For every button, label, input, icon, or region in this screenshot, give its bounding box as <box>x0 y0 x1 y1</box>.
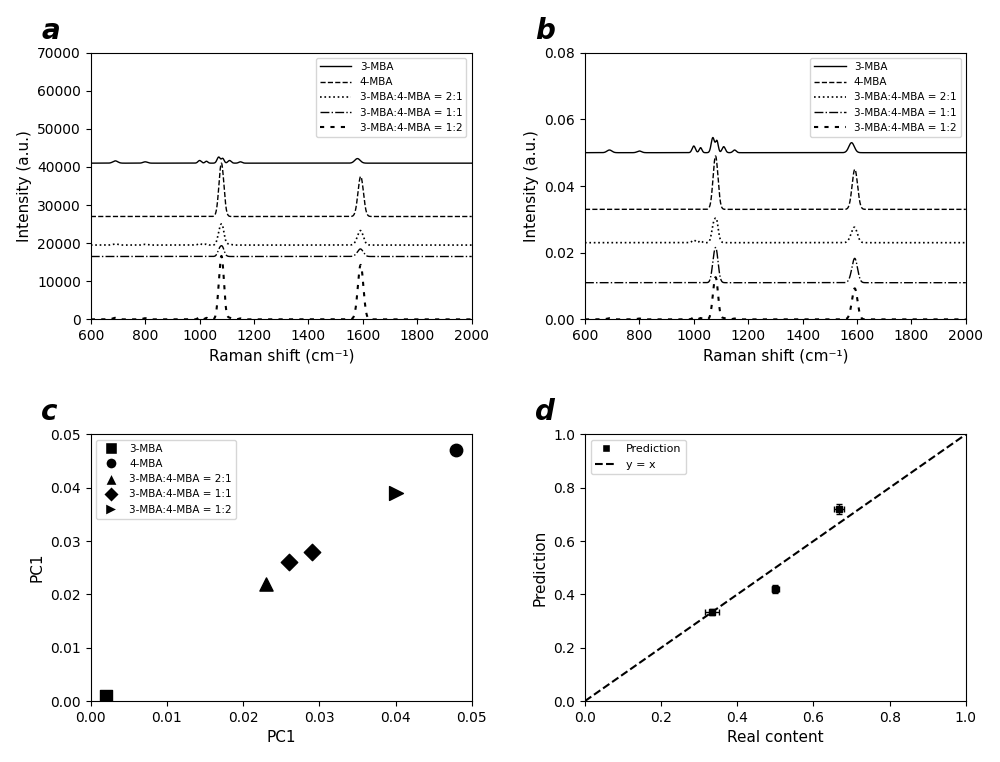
Point <box>281 556 297 568</box>
Text: c: c <box>41 399 58 427</box>
Y-axis label: Intensity (a.u.): Intensity (a.u.) <box>17 130 32 242</box>
Y-axis label: Intensity (a.u.): Intensity (a.u.) <box>524 130 539 242</box>
Point <box>258 578 274 590</box>
Legend: 3-MBA, 4-MBA, 3-MBA:4-MBA = 2:1, 3-MBA:4-MBA = 1:1, 3-MBA:4-MBA = 1:2: 3-MBA, 4-MBA, 3-MBA:4-MBA = 2:1, 3-MBA:4… <box>96 440 236 519</box>
X-axis label: PC1: PC1 <box>267 730 296 745</box>
Text: a: a <box>41 17 60 45</box>
X-axis label: Real content: Real content <box>727 730 824 745</box>
Y-axis label: Prediction: Prediction <box>533 530 548 606</box>
X-axis label: Raman shift (cm⁻¹): Raman shift (cm⁻¹) <box>703 349 848 363</box>
Legend: Prediction, y = x: Prediction, y = x <box>591 440 686 475</box>
Y-axis label: PC1: PC1 <box>30 553 45 582</box>
X-axis label: Raman shift (cm⁻¹): Raman shift (cm⁻¹) <box>209 349 354 363</box>
Text: b: b <box>535 17 555 45</box>
Point <box>98 690 114 702</box>
Point <box>448 444 464 456</box>
Point <box>304 546 320 558</box>
Legend: 3-MBA, 4-MBA, 3-MBA:4-MBA = 2:1, 3-MBA:4-MBA = 1:1, 3-MBA:4-MBA = 1:2: 3-MBA, 4-MBA, 3-MBA:4-MBA = 2:1, 3-MBA:4… <box>316 58 466 137</box>
Legend: 3-MBA, 4-MBA, 3-MBA:4-MBA = 2:1, 3-MBA:4-MBA = 1:1, 3-MBA:4-MBA = 1:2: 3-MBA, 4-MBA, 3-MBA:4-MBA = 2:1, 3-MBA:4… <box>810 58 961 137</box>
Text: d: d <box>535 399 555 427</box>
Point <box>388 487 404 499</box>
